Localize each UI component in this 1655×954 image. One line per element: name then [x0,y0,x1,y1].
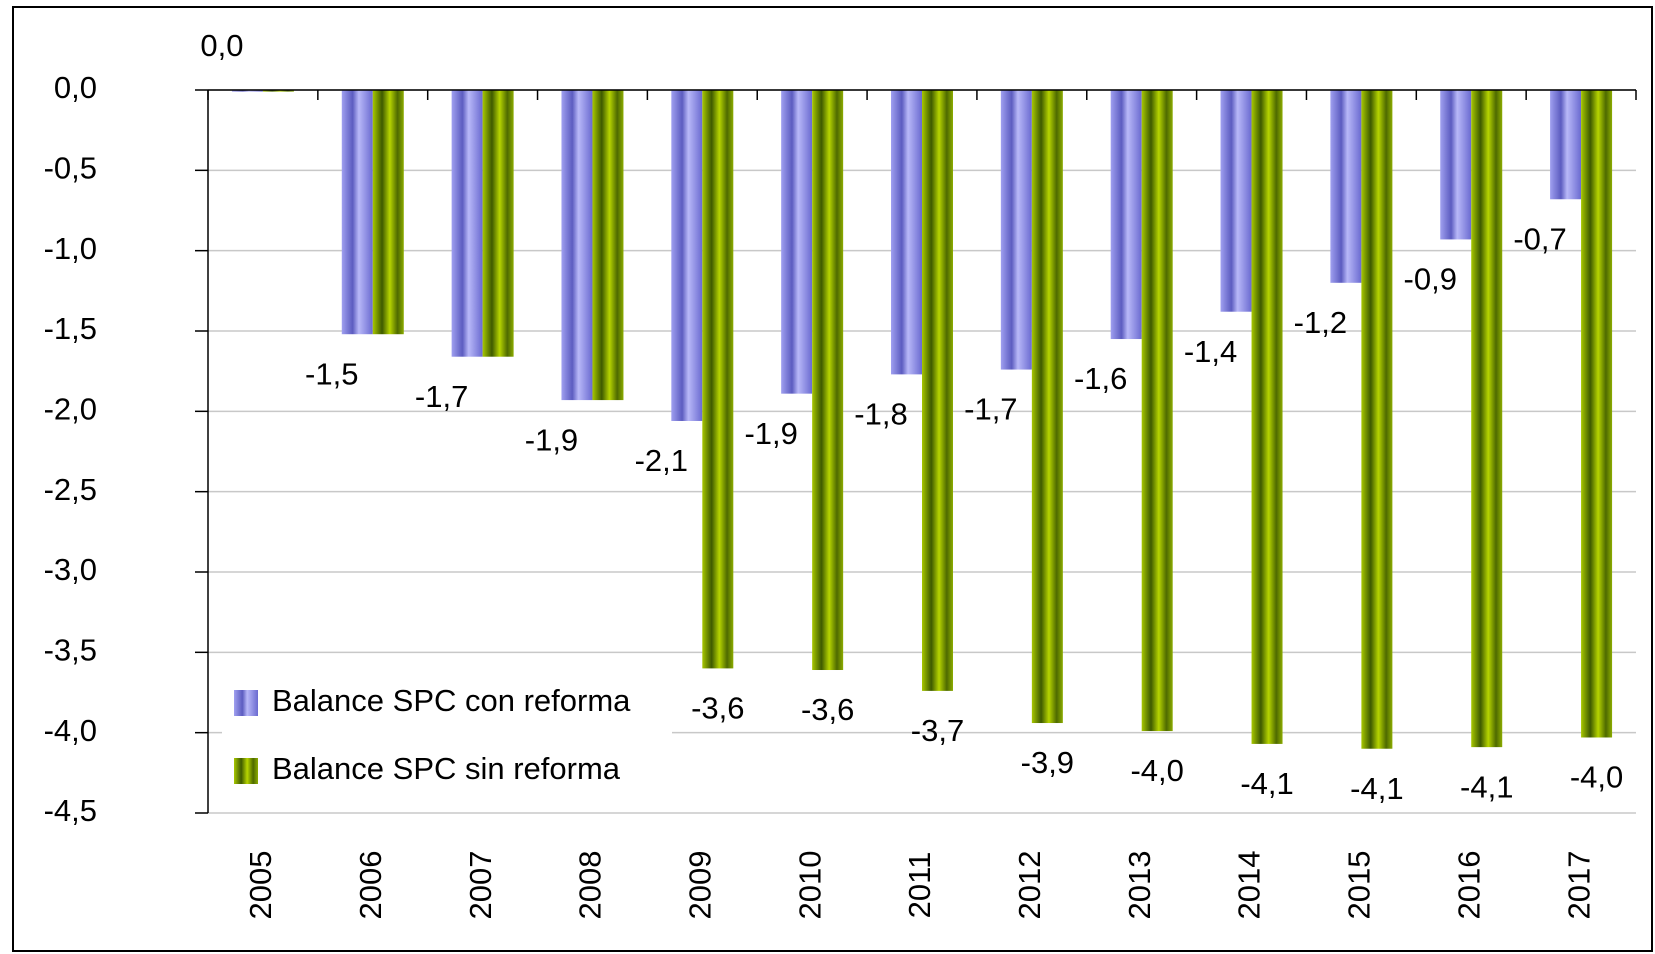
data-label: -0,7 [1513,221,1566,256]
x-tick-label: 2012 [1012,851,1047,920]
y-tick-label: -2,5 [44,472,97,507]
data-label: -0,9 [1404,262,1457,297]
legend-label: Balance SPC sin reforma [272,751,621,786]
y-tick-label: -1,5 [44,311,97,346]
frame [12,6,1653,952]
x-tick-label: 2009 [682,851,717,920]
data-label: -1,7 [964,392,1017,427]
x-tick-label: 2008 [573,851,608,920]
y-tick-label: -3,0 [44,552,97,587]
legend-swatch [234,758,258,784]
legend-label: Balance SPC con reforma [272,683,631,718]
bar [1440,90,1472,240]
data-label: -1,2 [1294,305,1347,340]
bar [482,90,514,357]
data-label: -2,1 [635,443,688,478]
bar [781,90,813,394]
data-label: -1,4 [1184,334,1237,369]
x-tick-label: 2015 [1342,851,1377,920]
data-label: -1,8 [854,397,907,432]
x-tick-label: 2005 [243,851,278,920]
y-tick-label: -3,5 [44,633,97,668]
data-label: -1,9 [744,416,797,451]
data-label: -3,7 [911,713,964,748]
y-tick-label: -0,5 [44,151,97,186]
bar [1031,90,1063,724]
data-label: -1,9 [525,422,578,457]
data-label: -4,1 [1240,766,1293,801]
bar [341,90,373,335]
x-tick-label: 2010 [792,851,827,920]
data-label: -4,1 [1460,769,1513,804]
legend-swatch [234,690,258,716]
data-label: -4,0 [1130,753,1183,788]
x-tick-label: 2013 [1122,851,1157,920]
legend-box [222,675,672,795]
bar [1330,90,1362,283]
bar [671,90,703,421]
x-tick-label: 2016 [1451,851,1486,920]
data-label: -4,1 [1350,771,1403,806]
bar [1110,90,1142,340]
data-label: -1,6 [1074,361,1127,396]
bar [1471,90,1503,748]
x-tick-label: 2014 [1232,851,1267,920]
y-tick-label: 0,0 [54,70,97,105]
x-tick-label: 2006 [353,851,388,920]
data-label: -3,6 [691,691,744,726]
bar [231,90,263,92]
y-tick-label: -2,0 [44,392,97,427]
bar [922,90,953,691]
bar [1141,90,1173,732]
bar [262,90,294,92]
bar [372,90,404,335]
y-tick-label: -4,0 [44,713,97,748]
bar [561,90,593,401]
bar [1251,90,1283,744]
data-label: -4,0 [1570,760,1623,795]
data-label: -1,5 [305,356,358,391]
x-tick-label: 2011 [902,852,937,919]
data-label: -1,7 [415,379,468,414]
bar [1000,90,1032,370]
bar [812,90,844,671]
legend: Balance SPC con reforma Balance SPC sin r… [222,675,672,795]
bar [1550,90,1582,200]
bar [891,90,922,375]
bar [702,90,734,669]
x-tick-label: 2007 [463,851,498,920]
data-label: -3,9 [1021,745,1074,780]
y-tick-label: -4,5 [44,793,97,828]
bar [451,90,483,357]
bar [1581,90,1613,738]
data-label: -3,6 [801,692,854,727]
x-tick-label: 2017 [1561,851,1596,920]
y-tick-label: -1,0 [44,231,97,266]
bar [1361,90,1393,749]
bar [592,90,624,401]
data-label: 0,0 [200,28,243,63]
bar [1220,90,1252,312]
